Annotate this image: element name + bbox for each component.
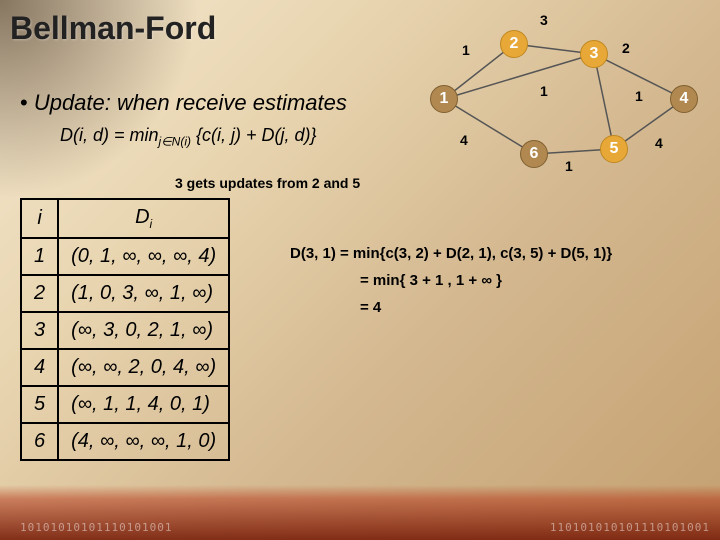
- table-header-i: i: [21, 199, 58, 238]
- footer-binary-right: 110101010101110101001: [550, 521, 710, 534]
- slide-title: Bellman-Ford: [10, 10, 216, 47]
- edge-weight: 1: [635, 88, 643, 104]
- table-cell-i: 6: [21, 423, 58, 460]
- table-row: 6(4, ∞, ∞, ∞, 1, 0): [21, 423, 229, 460]
- edge-weight: 3: [540, 12, 548, 28]
- distance-table: i Di 1(0, 1, ∞, ∞, ∞, 4)2(1, 0, 3, ∞, 1,…: [20, 198, 230, 461]
- table-cell-i: 1: [21, 238, 58, 275]
- formula: D(i, d) = minj∈N(i) {c(i, j) + D(j, d)}: [60, 125, 317, 149]
- bullet-text: Update: when receive estimates: [34, 90, 347, 115]
- table-cell-di: (0, 1, ∞, ∞, ∞, 4): [58, 238, 229, 275]
- formula-rhs: {c(i, j) + D(j, d)}: [191, 125, 317, 145]
- table-row: 4(∞, ∞, 2, 0, 4, ∞): [21, 349, 229, 386]
- edge-weight: 1: [565, 158, 573, 174]
- bullet-update: • Update: when receive estimates: [20, 90, 347, 116]
- table-cell-i: 3: [21, 312, 58, 349]
- edge-weight: 4: [460, 132, 468, 148]
- calc-line-2: = min{ 3 + 1 , 1 + ∞ }: [360, 267, 612, 294]
- calculation-block: D(3, 1) = min{c(3, 2) + D(2, 1), c(3, 5)…: [290, 240, 612, 321]
- graph-diagram: 13211441123456: [410, 10, 710, 190]
- graph-node-6: 6: [520, 140, 548, 168]
- table-row: 2(1, 0, 3, ∞, 1, ∞): [21, 275, 229, 312]
- table-row: 3(∞, 3, 0, 2, 1, ∞): [21, 312, 229, 349]
- graph-node-3: 3: [580, 40, 608, 68]
- table-cell-i: 4: [21, 349, 58, 386]
- bullet-marker: •: [20, 90, 28, 115]
- graph-node-2: 2: [500, 30, 528, 58]
- table-row: 1(0, 1, ∞, ∞, ∞, 4): [21, 238, 229, 275]
- graph-node-5: 5: [600, 135, 628, 163]
- table-cell-di: (1, 0, 3, ∞, 1, ∞): [58, 275, 229, 312]
- graph-node-4: 4: [670, 85, 698, 113]
- footer-binary-left: 10101010101110101001: [20, 521, 172, 534]
- table-cell-di: (∞, 3, 0, 2, 1, ∞): [58, 312, 229, 349]
- table-cell-i: 2: [21, 275, 58, 312]
- calc-line-3: = 4: [360, 294, 612, 321]
- formula-sub: j∈N(i): [159, 135, 191, 149]
- edge-weight: 2: [622, 40, 630, 56]
- table-cell-i: 5: [21, 386, 58, 423]
- edge-weight: 1: [462, 42, 470, 58]
- formula-lhs: D(i, d) = min: [60, 125, 159, 145]
- table-cell-di: (4, ∞, ∞, ∞, 1, 0): [58, 423, 229, 460]
- table-cell-di: (∞, 1, 1, 4, 0, 1): [58, 386, 229, 423]
- edge-weight: 4: [655, 135, 663, 151]
- edge-weight: 1: [540, 83, 548, 99]
- calc-line-1: D(3, 1) = min{c(3, 2) + D(2, 1), c(3, 5)…: [290, 240, 612, 267]
- table-header-di: Di: [58, 199, 229, 238]
- table-row: 5(∞, 1, 1, 4, 0, 1): [21, 386, 229, 423]
- graph-node-1: 1: [430, 85, 458, 113]
- update-note: 3 gets updates from 2 and 5: [175, 175, 360, 191]
- table-cell-di: (∞, ∞, 2, 0, 4, ∞): [58, 349, 229, 386]
